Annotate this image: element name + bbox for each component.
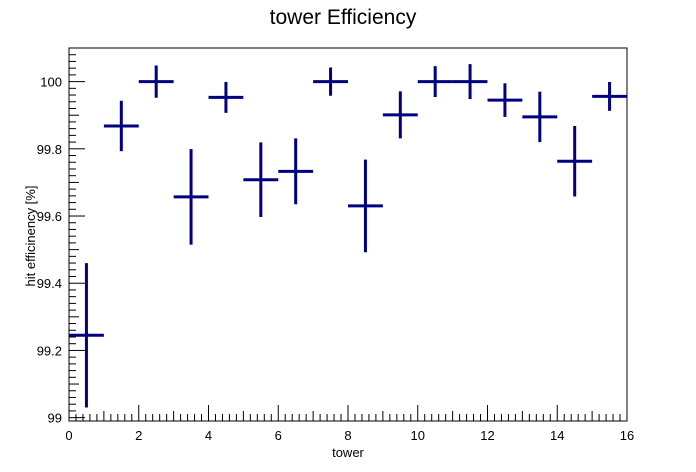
y-tick-label: 99 bbox=[48, 411, 62, 426]
data-point bbox=[69, 263, 104, 408]
x-tick-label: 0 bbox=[65, 428, 72, 443]
y-tick-label: 99.8 bbox=[37, 142, 62, 157]
x-tick-label: 8 bbox=[344, 428, 351, 443]
y-tick-label: 99.4 bbox=[37, 276, 62, 291]
data-point bbox=[522, 91, 558, 143]
x-tick-label: 12 bbox=[480, 428, 494, 443]
x-tick-label: 2 bbox=[135, 428, 142, 443]
chart-title: tower Efficiency bbox=[270, 6, 417, 29]
x-tick-label: 16 bbox=[620, 428, 634, 443]
x-tick-label: 14 bbox=[550, 428, 564, 443]
x-axis-label: tower bbox=[332, 445, 364, 460]
data-point bbox=[557, 125, 593, 197]
data-point bbox=[487, 83, 523, 117]
data-point bbox=[243, 142, 279, 218]
data-points bbox=[69, 64, 627, 408]
x-tick-label: 6 bbox=[275, 428, 282, 443]
axis-ticks bbox=[68, 47, 628, 421]
y-axis-label: hit efficinency [%] bbox=[23, 186, 38, 287]
x-tick-label: 4 bbox=[205, 428, 212, 443]
y-tick-labels: 99 99.2 99.4 99.6 99.8 100 bbox=[37, 75, 62, 426]
y-tick-label: 99.2 bbox=[37, 343, 62, 358]
data-point bbox=[452, 64, 488, 100]
data-point bbox=[592, 81, 627, 111]
data-point bbox=[173, 149, 209, 245]
data-point bbox=[138, 65, 174, 98]
plot-frame bbox=[68, 47, 628, 422]
data-point bbox=[313, 67, 348, 96]
data-point bbox=[348, 159, 383, 253]
data-point bbox=[382, 91, 418, 139]
x-tick-labels: 0 2 4 6 8 10 12 14 16 bbox=[65, 428, 634, 443]
y-tick-label: 100 bbox=[40, 75, 62, 90]
y-tick-label: 99.6 bbox=[37, 209, 62, 224]
data-point bbox=[278, 138, 314, 205]
x-tick-label: 10 bbox=[411, 428, 425, 443]
data-point bbox=[417, 66, 453, 98]
data-point bbox=[103, 100, 139, 152]
data-point bbox=[208, 81, 244, 113]
